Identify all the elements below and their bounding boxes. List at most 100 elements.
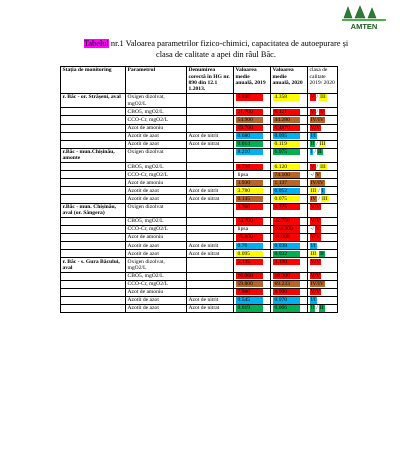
station-cell bbox=[60, 178, 126, 188]
value-2019-cell: 19.760 bbox=[233, 123, 271, 133]
value-2019: 3.930 bbox=[235, 179, 263, 186]
quality-class-part: / bbox=[318, 195, 320, 202]
denumirea-cell: Azot de nitrat bbox=[186, 139, 234, 149]
station-cell: r. Băc - s. Gura Bâcului, aval bbox=[60, 257, 126, 273]
value-2020: 3.190 bbox=[272, 258, 300, 265]
value-2020: 4.358 bbox=[272, 94, 300, 101]
quality-class-cell: V / III bbox=[307, 92, 338, 109]
quality-class-cell: IV/IV bbox=[307, 115, 338, 125]
denumirea-cell bbox=[186, 107, 234, 117]
value-2019: 0.145 bbox=[235, 195, 263, 202]
value-2020-cell: 69.233 bbox=[270, 279, 308, 289]
station-cell bbox=[60, 115, 126, 125]
quality-class-part: / bbox=[316, 305, 318, 312]
denumirea-cell bbox=[186, 279, 234, 289]
value-2020: 6.975 bbox=[272, 149, 300, 156]
table-row: CCO-Cr, mgO2/L 54.900 44.280 IV/IV bbox=[60, 115, 338, 125]
table-row: Azotit de azot Azot de nitrat 0.019 0.066 II… bbox=[60, 303, 338, 314]
quality-class-part: V/V bbox=[309, 203, 322, 211]
table-row: CBO5, mgO2/L 21.700 6.121 V / V bbox=[60, 107, 338, 117]
value-2020-cell: 1.775 bbox=[270, 202, 308, 218]
parameter-cell: Oxigen dizolvat bbox=[125, 147, 187, 164]
denumirea-cell: Azot de nitrit bbox=[186, 295, 234, 305]
value-2019: 0.019 bbox=[235, 305, 263, 312]
value-2020: 0.052 bbox=[272, 187, 300, 194]
denumirea-cell bbox=[186, 115, 234, 125]
value-2020-cell: 22.750 bbox=[270, 216, 308, 226]
quality-class-part: / bbox=[314, 149, 316, 156]
value-2019-cell: 8.250 bbox=[233, 162, 271, 172]
value-2019-cell: lipsa bbox=[233, 170, 271, 180]
quality-class-part: / bbox=[316, 163, 319, 170]
table-header-row: Stația de monitoring Parametrul Denumire… bbox=[60, 66, 338, 94]
value-2020: 104.200 bbox=[272, 226, 300, 233]
tree-icon bbox=[367, 7, 377, 19]
station-cell bbox=[60, 224, 126, 235]
station-cell bbox=[60, 162, 126, 172]
station-cell bbox=[60, 271, 126, 281]
value-2019: 5.880 bbox=[235, 94, 263, 101]
caption-line2: clasa de calitate a apei din râul Băc. bbox=[156, 50, 276, 59]
table-row: Azotit de azot Azot de nitrit 0.680 0.095 I/… bbox=[60, 131, 338, 141]
quality-class-part: IV bbox=[309, 195, 318, 202]
quality-class-part: V bbox=[309, 108, 316, 115]
value-2019: 0.014 bbox=[235, 141, 263, 148]
logo-text: AMTEN bbox=[351, 22, 378, 31]
value-2019: 3.780 bbox=[235, 187, 263, 194]
header-value-2020: Valoarea medie anuală, 2020 bbox=[270, 66, 308, 94]
quality-class-part: I/I bbox=[309, 242, 317, 249]
quality-class-part: II bbox=[318, 305, 325, 312]
parameter-cell: CBO5, mgO2/L bbox=[125, 216, 187, 226]
value-2019-cell: 5.145 bbox=[233, 257, 271, 273]
value-2020: 0.032 bbox=[272, 250, 300, 257]
quality-class-part: -/ bbox=[310, 226, 314, 233]
value-2019-cell: 21.700 bbox=[233, 107, 271, 117]
value-2020: 11.080 bbox=[272, 234, 300, 241]
caption-highlight: Tabelul bbox=[83, 39, 109, 48]
quality-class-cell: V/V bbox=[307, 233, 338, 243]
station-cell bbox=[60, 233, 126, 243]
station-name: r. Băc - s. Gura Bâcului, aval bbox=[62, 258, 120, 271]
value-2020: 1.137 bbox=[272, 179, 300, 186]
value-2020: 69.233 bbox=[272, 281, 300, 288]
quality-class-cell: V/V bbox=[307, 257, 338, 273]
table-row: CCO-Cr, mgO2/L lipsa 74.100 -/V bbox=[60, 170, 338, 180]
denumirea-cell bbox=[186, 92, 234, 109]
value-2020-cell: 44.280 bbox=[270, 115, 308, 125]
amten-logo: AMTEN bbox=[342, 5, 386, 31]
value-2019-cell: 8.210 bbox=[233, 147, 271, 164]
value-2020-cell: 18.300 bbox=[270, 271, 308, 281]
value-2019: 19.760 bbox=[235, 125, 263, 132]
quality-class-part: I/I bbox=[309, 297, 317, 304]
value-2019-cell: 3.760 bbox=[233, 202, 271, 218]
value-2020: 0.066 bbox=[272, 305, 300, 312]
quality-class-part: / bbox=[316, 94, 319, 101]
quality-class-cell: IV / III bbox=[307, 194, 338, 204]
parameter-cell: CCO-Cr, mgO2/L bbox=[125, 279, 187, 289]
quality-class-cell: V/V bbox=[307, 216, 338, 226]
water-quality-table: Stația de monitoring Parametrul Denumire… bbox=[60, 66, 338, 314]
value-2020-cell: 0.075 bbox=[270, 194, 308, 204]
quality-class-part: / bbox=[316, 141, 318, 148]
denumirea-cell bbox=[186, 257, 234, 273]
value-2020-cell: 6.975 bbox=[270, 147, 308, 164]
value-2019-cell: 0.014 bbox=[233, 139, 271, 149]
quality-class-part: V bbox=[319, 108, 326, 115]
quality-class-cell: II / III bbox=[307, 139, 338, 149]
quality-class-part: I/I bbox=[309, 132, 317, 140]
quality-class-cell: V/V bbox=[307, 202, 338, 218]
value-2019: 16.060 bbox=[235, 273, 263, 280]
quality-class-part: III bbox=[319, 163, 327, 170]
value-2019-cell: 3.780 bbox=[233, 186, 271, 196]
header-denumirea: Denumirea corectă în HG nr. 890 din 12.1… bbox=[186, 66, 234, 94]
quality-class-cell: V / III bbox=[307, 162, 338, 172]
value-2019: 0.095 bbox=[235, 250, 263, 257]
caption-line1: nr.1 Valoarea parametrilor fizico-chimic… bbox=[108, 39, 349, 48]
parameter-cell: Azotit de azot bbox=[125, 303, 187, 314]
parameter-cell: Azot de amoniu bbox=[125, 123, 187, 133]
station-cell bbox=[60, 295, 126, 305]
table-row: CBO5, mgO2/L 8.250 6.120 V / III bbox=[60, 162, 338, 172]
parameter-cell: Oxigen dizolvat, mgO2/L bbox=[125, 257, 187, 273]
tree-icon bbox=[354, 5, 366, 19]
value-2020-cell: 0.119 bbox=[270, 139, 308, 149]
